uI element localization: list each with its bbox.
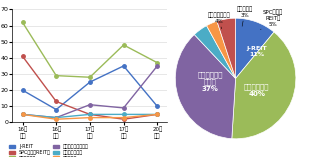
公共等・その他 bbox=[155, 114, 159, 115]
外資系法人 bbox=[155, 114, 159, 115]
その他の事業法人等 bbox=[21, 114, 24, 115]
Wedge shape bbox=[217, 18, 236, 78]
Wedge shape bbox=[206, 21, 236, 78]
SPC・私募REIT等 bbox=[21, 55, 24, 57]
J-REIT bbox=[21, 89, 24, 91]
外資系法人 bbox=[21, 114, 24, 115]
公共等・その他 bbox=[21, 114, 24, 115]
Line: 不動産・建設: 不動産・建設 bbox=[21, 21, 159, 79]
その他の事業法人等 bbox=[155, 65, 159, 67]
外資系法人 bbox=[54, 118, 58, 120]
その他の事業法人等 bbox=[88, 104, 92, 106]
Line: その他の事業法人等: その他の事業法人等 bbox=[21, 64, 159, 119]
不動産・建設 bbox=[54, 75, 58, 77]
Text: SPC・私募
REIT等
5%: SPC・私募 REIT等 5% bbox=[261, 9, 283, 30]
その他の事業法人等 bbox=[54, 117, 58, 119]
Line: J-REIT: J-REIT bbox=[21, 64, 159, 111]
SPC・私募REIT等 bbox=[54, 100, 58, 102]
外資系法人 bbox=[88, 117, 92, 119]
Text: その他の事業
法人等
37%: その他の事業 法人等 37% bbox=[197, 71, 223, 92]
Text: J-REIT
11%: J-REIT 11% bbox=[246, 46, 267, 57]
その他の事業法人等 bbox=[122, 107, 126, 109]
公共等・その他 bbox=[122, 114, 126, 115]
不動産・建設 bbox=[155, 62, 159, 64]
Wedge shape bbox=[236, 18, 274, 78]
Text: 外資系法人
3%: 外資系法人 3% bbox=[237, 7, 253, 26]
J-REIT bbox=[88, 81, 92, 83]
Wedge shape bbox=[194, 26, 236, 78]
SPC・私募REIT等 bbox=[155, 114, 159, 115]
外資系法人 bbox=[122, 117, 126, 119]
Wedge shape bbox=[232, 32, 296, 139]
SPC・私募REIT等 bbox=[122, 118, 126, 120]
J-REIT bbox=[155, 105, 159, 107]
公共等・その他 bbox=[54, 117, 58, 119]
Text: 不動産・建設
40%: 不動産・建設 40% bbox=[244, 84, 269, 97]
J-REIT bbox=[122, 65, 126, 67]
不動産・建設 bbox=[88, 76, 92, 78]
不動産・建設 bbox=[21, 21, 24, 23]
Legend: J-REIT, SPC・私募REIT等, 不動産・建設, その他の事業法人等, 公共等・その他, 外資系法人: J-REIT, SPC・私募REIT等, 不動産・建設, その他の事業法人等, … bbox=[7, 142, 91, 157]
Line: 外資系法人: 外資系法人 bbox=[21, 113, 159, 121]
不動産・建設 bbox=[122, 44, 126, 46]
J-REIT bbox=[54, 109, 58, 111]
Wedge shape bbox=[175, 35, 236, 139]
Line: 公共等・その他: 公共等・その他 bbox=[21, 113, 159, 119]
Text: 公共等・その他
4%: 公共等・その他 4% bbox=[207, 13, 230, 29]
公共等・その他 bbox=[88, 114, 92, 115]
Line: SPC・私募REIT等: SPC・私募REIT等 bbox=[21, 54, 159, 121]
SPC・私募REIT等 bbox=[88, 114, 92, 115]
